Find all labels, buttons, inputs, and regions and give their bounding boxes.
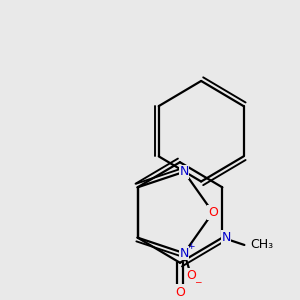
Text: O: O xyxy=(175,286,185,298)
Text: CH₃: CH₃ xyxy=(250,238,274,251)
Text: N: N xyxy=(221,231,231,244)
Text: O: O xyxy=(208,206,218,219)
Text: −: − xyxy=(194,277,202,286)
Text: O: O xyxy=(186,269,196,282)
Text: N: N xyxy=(179,247,189,260)
Text: +: + xyxy=(187,242,195,251)
Text: N: N xyxy=(179,165,189,178)
